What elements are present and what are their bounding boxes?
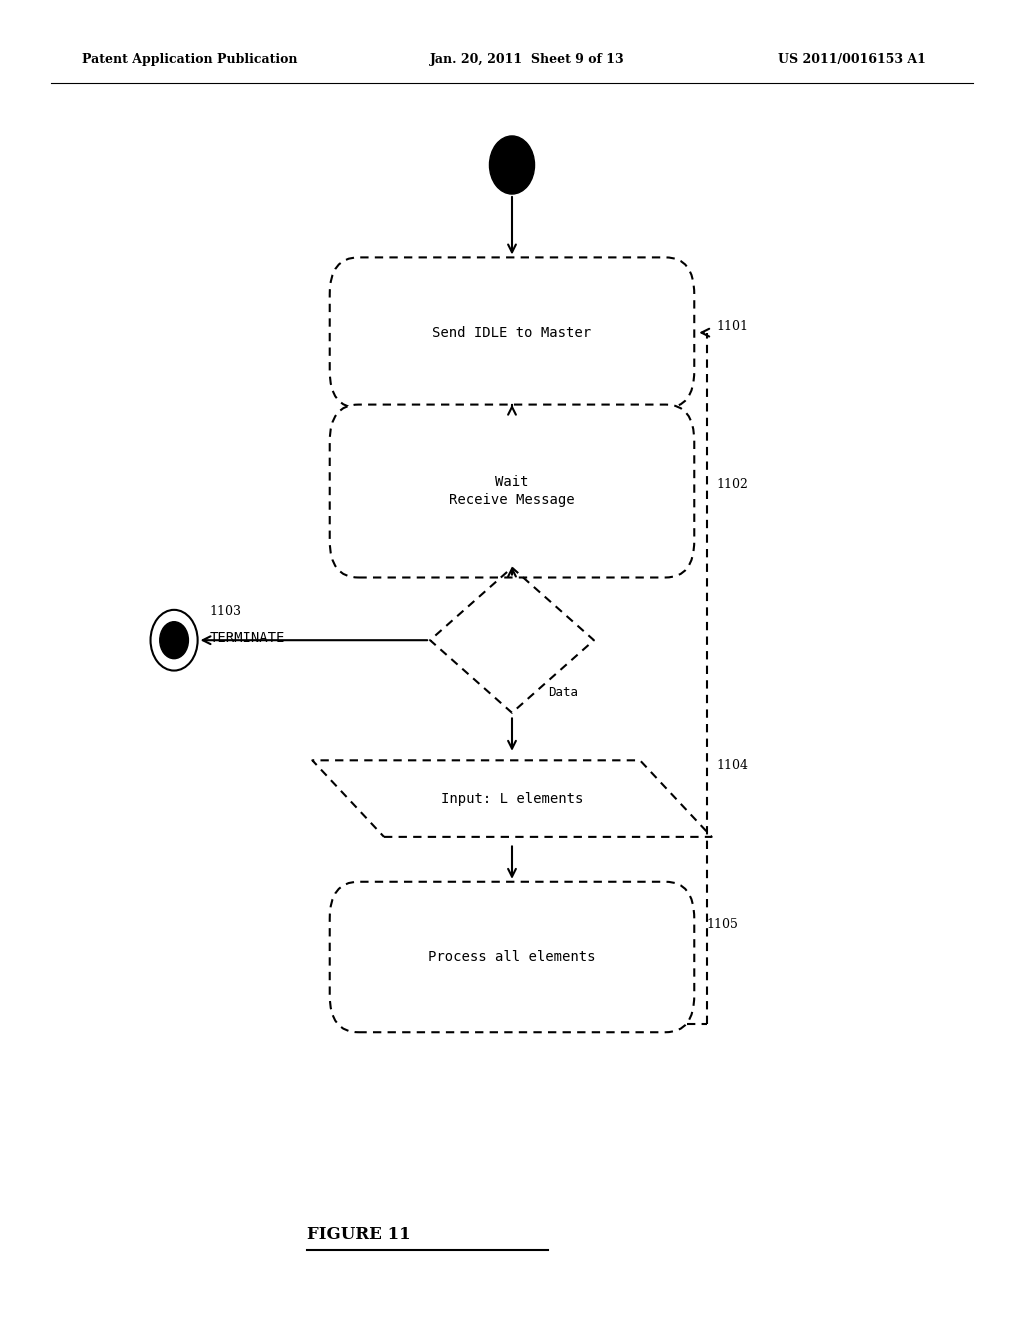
Text: FIGURE 11: FIGURE 11	[307, 1226, 411, 1242]
FancyBboxPatch shape	[330, 882, 694, 1032]
Circle shape	[160, 622, 188, 659]
FancyBboxPatch shape	[330, 257, 694, 408]
Text: 1103: 1103	[210, 605, 242, 618]
Text: Send IDLE to Master: Send IDLE to Master	[432, 326, 592, 339]
Text: Patent Application Publication: Patent Application Publication	[82, 53, 297, 66]
Circle shape	[151, 610, 198, 671]
Text: Process all elements: Process all elements	[428, 950, 596, 964]
FancyBboxPatch shape	[330, 404, 694, 578]
Text: 1105: 1105	[707, 917, 738, 931]
Text: 1102: 1102	[717, 478, 749, 491]
Text: Data: Data	[548, 686, 578, 700]
Text: Input: L elements: Input: L elements	[440, 792, 584, 805]
Polygon shape	[430, 568, 594, 713]
Text: 1101: 1101	[717, 319, 749, 333]
Text: US 2011/0016153 A1: US 2011/0016153 A1	[778, 53, 926, 66]
Text: TERMINATE: TERMINATE	[210, 631, 286, 644]
Text: Wait
Receive Message: Wait Receive Message	[450, 475, 574, 507]
Text: 1104: 1104	[717, 759, 749, 772]
Polygon shape	[312, 760, 712, 837]
Text: Jan. 20, 2011  Sheet 9 of 13: Jan. 20, 2011 Sheet 9 of 13	[430, 53, 625, 66]
Circle shape	[489, 136, 535, 194]
